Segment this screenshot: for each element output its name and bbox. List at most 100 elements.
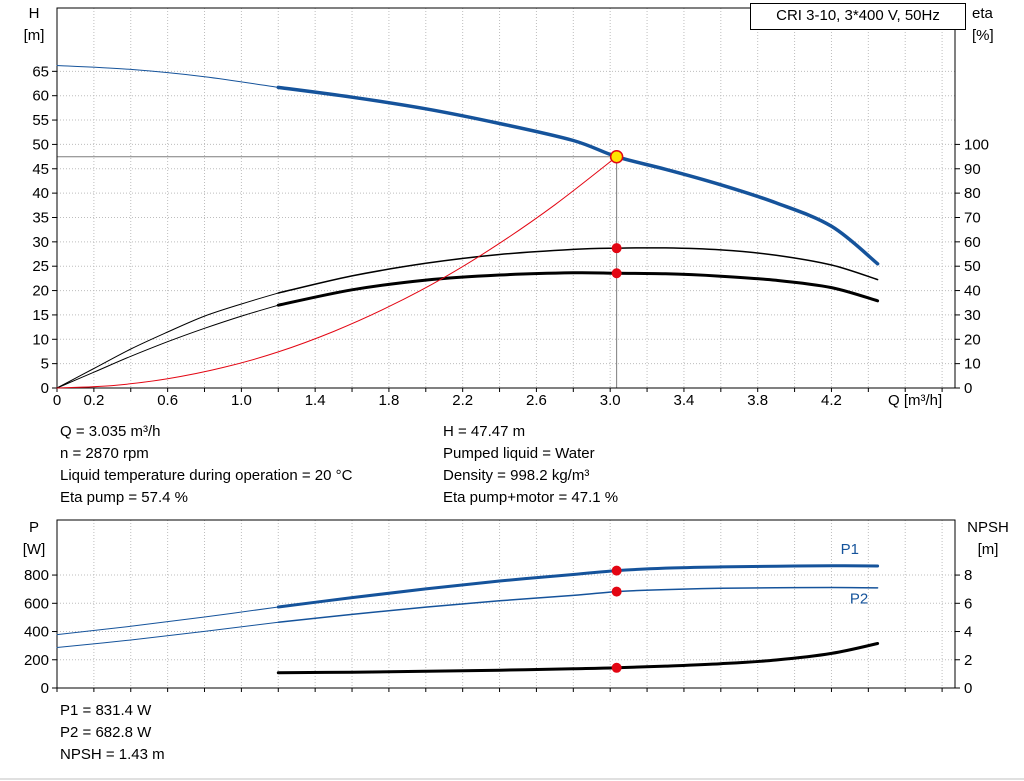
svg-text:6: 6 <box>964 595 972 612</box>
svg-text:3.0: 3.0 <box>600 392 621 409</box>
npsh-axis-symbol: NPSH <box>967 519 1009 536</box>
svg-text:4.2: 4.2 <box>821 392 842 409</box>
grid <box>57 8 955 388</box>
curve-point-marker <box>611 565 622 576</box>
eta-axis-unit: [%] <box>972 27 994 44</box>
p2-value-line: P2 = 682.8 W <box>60 724 152 741</box>
svg-text:35: 35 <box>32 209 49 226</box>
grid <box>57 520 955 688</box>
svg-text:0: 0 <box>53 392 61 409</box>
axes-frame: 0 5 10 15 20 25 30 35 40 45 50 55 60 65 0 10 20 30 40 50 60 7… <box>32 7 989 409</box>
svg-text:50: 50 <box>964 258 981 275</box>
power-info: P1 = 831.4 W P2 = 682.8 W NPSH = 1.43 m <box>60 700 165 766</box>
svg-text:600: 600 <box>24 595 49 612</box>
eta-pump-curve-thin <box>56 292 279 389</box>
svg-text:60: 60 <box>32 88 49 105</box>
eta-pump-line: Eta pump = 57.4 % <box>60 489 188 506</box>
svg-text:800: 800 <box>24 567 49 584</box>
svg-text:1.8: 1.8 <box>378 392 399 409</box>
svg-text:65: 65 <box>32 63 49 80</box>
curve-point-marker <box>611 662 622 673</box>
svg-text:30: 30 <box>32 234 49 251</box>
eta-pump-motor-curve-thin <box>56 304 279 389</box>
npsh-curve <box>276 642 880 675</box>
svg-text:2.2: 2.2 <box>452 392 473 409</box>
svg-text:10: 10 <box>964 356 981 373</box>
h-axis-label: H [m] <box>14 3 54 47</box>
curve-label-p1: P1 <box>841 541 859 558</box>
eta-axis-symbol: eta <box>972 5 993 22</box>
svg-text:0: 0 <box>41 680 49 697</box>
h-curve <box>276 85 880 266</box>
svg-text:30: 30 <box>964 307 981 324</box>
bottom-divider <box>0 778 1024 780</box>
svg-text:2.6: 2.6 <box>526 392 547 409</box>
svg-text:0: 0 <box>964 680 972 697</box>
svg-text:0: 0 <box>41 380 49 397</box>
eta-axis-label: eta [%] <box>972 3 994 47</box>
svg-text:2: 2 <box>964 652 972 669</box>
q-axis-label: Q [m³/h] <box>888 392 943 409</box>
p-axis-unit: [W] <box>22 541 46 558</box>
q-value-line: Q = 3.035 m³/h <box>60 423 161 440</box>
axes-frame: 0 200 400 600 800 0 2 4 6 8 <box>24 519 972 697</box>
svg-text:8: 8 <box>964 567 972 584</box>
svg-text:80: 80 <box>964 185 981 202</box>
h-axis-symbol: H <box>28 5 40 22</box>
h-value-line: H = 47.47 m <box>443 423 526 440</box>
svg-text:1.4: 1.4 <box>305 392 326 409</box>
series <box>56 564 880 675</box>
svg-text:20: 20 <box>964 331 981 348</box>
curve-point-marker <box>611 586 622 597</box>
svg-text:45: 45 <box>32 161 49 178</box>
npsh-axis-label: NPSH [m] <box>958 517 1018 561</box>
svg-text:0: 0 <box>964 380 972 397</box>
pump-title: CRI 3-10, 3*400 V, 50Hz <box>776 7 940 24</box>
p2-curve <box>277 586 879 623</box>
svg-text:0.6: 0.6 <box>157 392 178 409</box>
svg-text:50: 50 <box>32 136 49 153</box>
p1-value-line: P1 = 831.4 W <box>60 702 152 719</box>
svg-text:5: 5 <box>41 356 49 373</box>
svg-text:90: 90 <box>964 161 981 178</box>
p-axis-label: P [W] <box>14 517 54 561</box>
svg-text:3.8: 3.8 <box>747 392 768 409</box>
svg-text:4: 4 <box>964 624 972 641</box>
p-axis-symbol: P <box>28 519 39 536</box>
svg-text:0.2: 0.2 <box>83 392 104 409</box>
svg-text:15: 15 <box>32 307 49 324</box>
pump-title-box: CRI 3-10, 3*400 V, 50Hz <box>750 3 966 30</box>
svg-text:55: 55 <box>32 112 49 129</box>
svg-text:10: 10 <box>32 331 49 348</box>
liquid-temperature-line: Liquid temperature during operation = 20… <box>60 467 353 484</box>
pumped-liquid-line: Pumped liquid = Water <box>443 445 595 462</box>
p1-curve-thin <box>56 606 279 636</box>
density-line: Density = 998.2 kg/m³ <box>443 467 590 484</box>
svg-text:70: 70 <box>964 209 981 226</box>
svg-text:400: 400 <box>24 624 49 641</box>
npsh-value-line: NPSH = 1.43 m <box>60 746 165 763</box>
speed-value-line: n = 2870 rpm <box>60 445 149 462</box>
svg-text:200: 200 <box>24 652 49 669</box>
svg-text:25: 25 <box>32 258 49 275</box>
eta-pump-motor-curve <box>276 271 880 307</box>
curve-point-marker <box>611 243 622 254</box>
p1-curve <box>276 564 880 609</box>
svg-text:100: 100 <box>964 136 989 153</box>
svg-text:40: 40 <box>32 185 49 202</box>
operating-point-info-right: H = 47.47 m Pumped liquid = Water Densit… <box>443 421 618 509</box>
power-npsh-chart: 0 200 400 600 800 0 2 4 6 8 P1 P 2 <box>24 519 972 697</box>
curve-point-marker <box>611 268 622 279</box>
hq-eta-chart: 0 5 10 15 20 25 30 35 40 45 50 55 60 65 0 10 20 30 40 50 60 7… <box>32 7 989 409</box>
eta-pump-motor-line: Eta pump+motor = 47.1 % <box>443 489 619 506</box>
svg-text:60: 60 <box>964 234 981 251</box>
p2-curve-thin <box>56 621 279 648</box>
h-curve-thin <box>56 65 279 88</box>
operating-point-info-left: Q = 3.035 m³/h n = 2870 rpm Liquid tempe… <box>60 421 352 509</box>
h-axis-unit: [m] <box>23 27 45 44</box>
svg-text:1.0: 1.0 <box>231 392 252 409</box>
svg-text:40: 40 <box>964 283 981 300</box>
system-curve <box>56 156 618 389</box>
duty-point-marker[interactable] <box>609 149 624 164</box>
